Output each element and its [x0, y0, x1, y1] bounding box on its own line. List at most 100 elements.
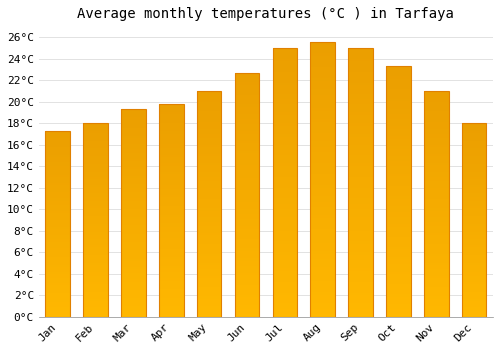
Bar — [121, 219, 146, 221]
Bar — [234, 278, 260, 280]
Bar — [197, 245, 222, 247]
Bar — [310, 281, 335, 284]
Bar — [386, 154, 410, 156]
Bar — [424, 215, 448, 217]
Bar — [462, 142, 486, 145]
Bar — [159, 215, 184, 217]
Bar — [424, 270, 448, 272]
Bar — [348, 263, 373, 266]
Bar — [121, 223, 146, 225]
Bar — [46, 296, 70, 298]
Bar — [386, 194, 410, 196]
Bar — [46, 209, 70, 211]
Bar — [310, 180, 335, 182]
Bar — [121, 145, 146, 147]
Bar — [159, 119, 184, 121]
Bar — [424, 91, 448, 93]
Bar — [84, 226, 108, 228]
Bar — [310, 172, 335, 174]
Bar — [348, 72, 373, 75]
Bar — [234, 104, 260, 107]
Bar — [159, 195, 184, 197]
Bar — [272, 110, 297, 112]
Bar — [348, 112, 373, 115]
Bar — [424, 138, 448, 141]
Bar — [121, 130, 146, 132]
Bar — [197, 129, 222, 132]
Bar — [386, 224, 410, 226]
Bar — [121, 109, 146, 111]
Bar — [462, 311, 486, 313]
Bar — [462, 187, 486, 189]
Bar — [272, 83, 297, 85]
Bar — [84, 232, 108, 233]
Bar — [46, 172, 70, 174]
Bar — [310, 169, 335, 172]
Bar — [386, 161, 410, 164]
Bar — [84, 278, 108, 280]
Bar — [310, 218, 335, 221]
Bar — [84, 282, 108, 284]
Bar — [348, 258, 373, 260]
Bar — [121, 111, 146, 113]
Bar — [348, 180, 373, 182]
Bar — [386, 66, 410, 317]
Bar — [310, 59, 335, 62]
Bar — [386, 159, 410, 161]
Bar — [84, 139, 108, 141]
Bar — [84, 203, 108, 204]
Bar — [348, 107, 373, 110]
Bar — [348, 255, 373, 258]
Bar — [462, 226, 486, 228]
Bar — [272, 174, 297, 177]
Bar — [462, 125, 486, 127]
Bar — [84, 142, 108, 145]
Bar — [234, 131, 260, 134]
Bar — [462, 203, 486, 204]
Bar — [348, 260, 373, 263]
Bar — [46, 196, 70, 198]
Bar — [46, 133, 70, 134]
Bar — [272, 198, 297, 201]
Bar — [159, 185, 184, 187]
Bar — [424, 129, 448, 132]
Bar — [84, 150, 108, 152]
Bar — [159, 257, 184, 259]
Bar — [386, 169, 410, 171]
Bar — [46, 246, 70, 248]
Bar — [386, 104, 410, 106]
Bar — [197, 253, 222, 256]
Bar — [121, 116, 146, 118]
Bar — [424, 220, 448, 222]
Bar — [197, 91, 222, 317]
Bar — [348, 247, 373, 250]
Bar — [272, 258, 297, 260]
Bar — [121, 180, 146, 182]
Bar — [424, 294, 448, 296]
Bar — [348, 139, 373, 142]
Bar — [84, 230, 108, 232]
Bar — [348, 220, 373, 223]
Bar — [197, 149, 222, 152]
Bar — [197, 296, 222, 299]
Bar — [121, 155, 146, 157]
Bar — [386, 81, 410, 84]
Bar — [386, 199, 410, 202]
Bar — [462, 156, 486, 158]
Bar — [121, 238, 146, 240]
Bar — [84, 187, 108, 189]
Bar — [234, 292, 260, 295]
Bar — [348, 120, 373, 123]
Bar — [310, 257, 335, 259]
Bar — [197, 213, 222, 215]
Bar — [310, 232, 335, 235]
Bar — [348, 212, 373, 215]
Bar — [121, 259, 146, 261]
Bar — [159, 230, 184, 232]
Bar — [159, 304, 184, 306]
Bar — [159, 150, 184, 153]
Bar — [46, 250, 70, 252]
Bar — [84, 305, 108, 307]
Bar — [462, 123, 486, 125]
Bar — [424, 272, 448, 274]
